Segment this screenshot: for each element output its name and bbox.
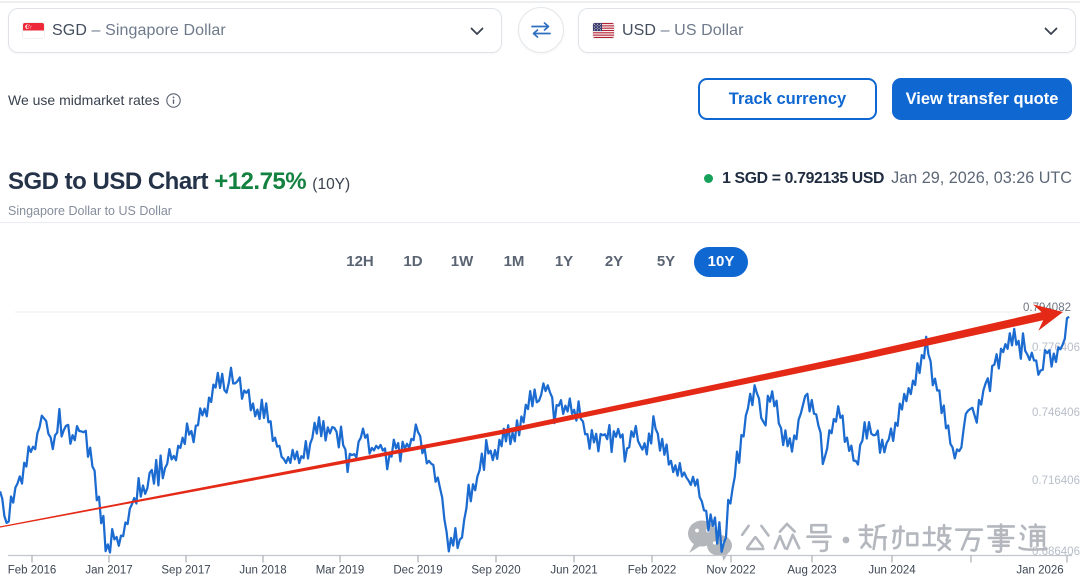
svg-text:0.686406: 0.686406 <box>1032 546 1080 558</box>
svg-text:Jan 2017: Jan 2017 <box>85 565 132 577</box>
svg-text:Dec 2019: Dec 2019 <box>393 565 442 577</box>
svg-text:Jun 2024: Jun 2024 <box>868 565 916 577</box>
svg-text:0.776406: 0.776406 <box>1032 342 1080 354</box>
svg-text:0.716406: 0.716406 <box>1032 475 1080 487</box>
svg-text:Feb 2016: Feb 2016 <box>8 565 57 577</box>
svg-text:Aug 2023: Aug 2023 <box>787 565 836 577</box>
svg-text:0.746406: 0.746406 <box>1032 407 1080 419</box>
svg-text:Jun 2021: Jun 2021 <box>550 565 597 577</box>
svg-text:Nov 2022: Nov 2022 <box>706 565 755 577</box>
svg-text:Mar 2019: Mar 2019 <box>316 565 365 577</box>
svg-text:Jun 2018: Jun 2018 <box>239 565 286 577</box>
svg-text:Sep 2020: Sep 2020 <box>471 565 520 577</box>
svg-text:Sep 2017: Sep 2017 <box>161 565 210 577</box>
svg-text:Jan 2026: Jan 2026 <box>1016 565 1063 577</box>
svg-text:Feb 2022: Feb 2022 <box>628 565 677 577</box>
